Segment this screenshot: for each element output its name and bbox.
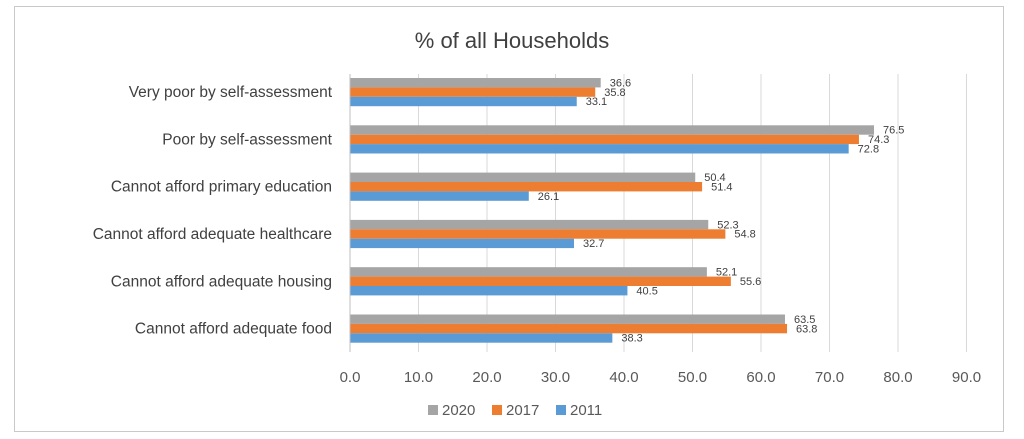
category-label: Very poor by self-assessment [129,84,333,101]
bar-2011 [350,238,574,249]
bar-2017 [350,182,703,192]
data-label: 76.5 [883,125,904,137]
data-label: 63.8 [796,323,817,335]
bar-2020 [350,172,696,182]
bar-2020 [350,78,601,88]
data-label: 63.5 [794,314,815,326]
bar-2017 [350,323,788,334]
bar-2017 [350,276,731,286]
data-label: 38.3 [621,333,642,345]
data-label: 51.4 [711,181,732,193]
data-label: 36.6 [610,77,631,89]
x-tick-label: 80.0 [883,369,912,386]
x-tick-label: 10.0 [404,369,433,386]
data-label: 52.3 [717,219,738,231]
bar-2011 [350,286,628,296]
legend-swatch-2017 [492,405,502,415]
data-label: 54.8 [734,229,755,241]
data-label: 32.7 [583,238,604,250]
x-tick-label: 70.0 [815,369,844,386]
bar-2020 [350,267,707,277]
legend-swatch-2011 [556,405,566,415]
data-label: 40.5 [636,285,657,297]
bar-2020 [350,125,875,135]
bar-2020 [350,219,709,230]
category-label: Cannot afford primary education [111,179,332,196]
bar-2011 [350,333,613,343]
data-label: 52.1 [716,267,737,279]
category-label: Poor by self-assessment [162,131,332,148]
x-tick-label: 40.0 [609,369,638,386]
x-tick-label: 60.0 [746,369,775,386]
data-label: 50.4 [704,172,725,184]
bar-2011 [350,96,577,107]
data-label: 35.8 [604,87,625,99]
chart-title: % of all Households [414,28,610,53]
legend-swatch-2020 [428,405,438,415]
category-label: Cannot afford adequate healthcare [93,226,332,243]
data-label: 55.6 [740,276,761,288]
x-tick-label: 30.0 [541,369,570,386]
chart-frame [14,6,1004,432]
legend-label: 2017 [506,402,539,419]
bar-2011 [350,191,529,201]
bar-2017 [350,229,726,239]
bar-2017 [350,87,596,97]
bar-2020 [350,314,785,324]
data-label: 74.3 [868,134,889,146]
category-label: Cannot afford adequate housing [111,273,332,290]
bar-2017 [350,134,859,145]
legend-label: 2020 [442,402,475,419]
category-label: Cannot afford adequate food [135,321,332,338]
data-label: 33.1 [586,96,607,108]
legend-label: 2011 [570,402,602,419]
x-tick-label: 0.0 [340,369,361,386]
data-label: 72.8 [858,144,879,156]
data-label: 26.1 [538,191,559,203]
x-tick-label: 20.0 [472,369,501,386]
bar-2011 [350,144,849,154]
x-tick-label: 90.0 [952,369,981,386]
x-tick-label: 50.0 [678,369,707,386]
